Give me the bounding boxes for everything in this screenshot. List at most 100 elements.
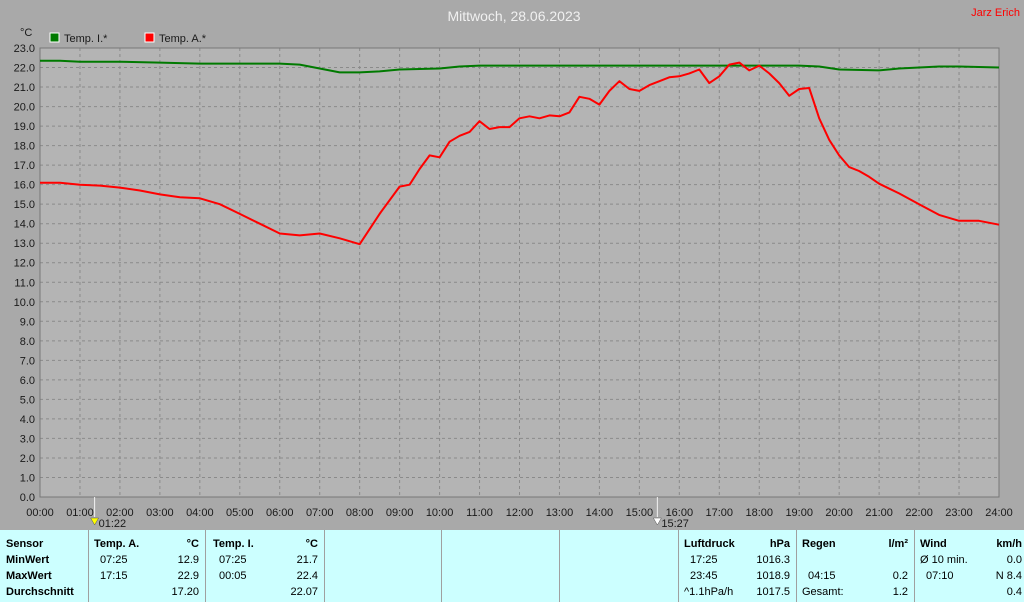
rain-max-value: 0.2	[892, 570, 908, 582]
wind-header: Wind	[920, 538, 947, 550]
sunrise-icon	[90, 517, 100, 526]
pressure-max-value: 1018.9	[756, 570, 790, 582]
x-tick-label: 02:00	[106, 507, 134, 519]
y-tick-label: 23.0	[14, 43, 35, 55]
time-markers: 01:22 15:27	[90, 497, 689, 530]
pressure-min-time: 17:25	[690, 554, 718, 566]
y-tick-label: 5.0	[20, 394, 35, 406]
x-tick-label: 00:00	[26, 507, 54, 519]
x-tick-label: 17:00	[706, 507, 734, 519]
marker-label: 15:27	[661, 518, 689, 530]
y-tick-label: 6.0	[20, 375, 35, 387]
x-tick-label: 21:00	[865, 507, 893, 519]
marker-label: 01:22	[99, 518, 127, 530]
author-label: Jarz Erich	[971, 7, 1020, 19]
y-tick-label: 13.0	[14, 238, 35, 250]
wind-max-value: N 8.4	[995, 570, 1022, 582]
temp-i-max-time: 00:05	[219, 570, 247, 582]
legend-label-temp-inside: Temp. I.*	[64, 33, 108, 45]
wind-min-value: 0.0	[1006, 554, 1022, 566]
y-tick-label: 12.0	[14, 258, 35, 270]
sunset-icon	[652, 517, 662, 526]
x-tick-label: 10:00	[426, 507, 454, 519]
temp-i-unit: °C	[305, 538, 318, 550]
empty-column-2	[441, 530, 560, 602]
chart-series	[40, 59, 1000, 246]
y-tick-label: 9.0	[20, 316, 35, 328]
temp-i-min-value: 21.7	[296, 554, 318, 566]
row-label-min: MinWert	[6, 554, 50, 566]
temp-i-column: Temp. I. °C 07:25 21.7 00:05 22.4 22.07	[205, 530, 325, 602]
x-tick-label: 04:00	[186, 507, 214, 519]
x-tick-label: 05:00	[226, 507, 254, 519]
pressure-unit: hPa	[769, 538, 790, 550]
plot-border	[39, 47, 1000, 498]
y-tick-label: 0.0	[20, 492, 35, 504]
temp-i-average: 22.07	[290, 586, 318, 598]
legend-swatch-temp-inside	[49, 32, 60, 43]
rain-max-time: 04:15	[808, 570, 836, 582]
y-tick-label: 4.0	[20, 414, 35, 426]
y-tick-label: 1.0	[20, 472, 35, 484]
pressure-column: Luftdruck hPa 17:25 1016.3 23:45 1018.9 …	[678, 530, 797, 602]
x-tick-label: 18:00	[745, 507, 773, 519]
x-tick-label: 14:00	[586, 507, 614, 519]
y-tick-label: 11.0	[14, 277, 35, 289]
y-axis-unit: °C	[20, 27, 32, 39]
pressure-min-value: 1016.3	[756, 554, 790, 566]
x-tick-label: 09:00	[386, 507, 414, 519]
legend-swatch-temp-outside	[144, 32, 155, 43]
series-line-temp-outside	[40, 61, 1000, 246]
temp-a-unit: °C	[186, 538, 199, 550]
temp-a-max-time: 17:15	[100, 570, 128, 582]
statistics-table: Sensor MinWert MaxWert Durchschnitt Temp…	[0, 530, 1024, 602]
row-label-max: MaxWert	[6, 570, 52, 582]
temp-a-column: Temp. A. °C 07:25 12.9 17:15 22.9 17.20	[88, 530, 206, 602]
y-axis: 0.0 1.0 2.0 3.0 4.0 5.0 6.0 7.0 8.0 9.0 10.0 11.0 12…	[14, 43, 35, 504]
x-tick-label: 07:00	[306, 507, 334, 519]
temp-a-min-value: 12.9	[177, 554, 199, 566]
x-axis: 00:00 01:00 02:00 03:00 04:00 05:00 06:00 07:00…	[26, 507, 1013, 519]
pressure-max-time: 23:45	[690, 570, 718, 582]
y-tick-label: 3.0	[20, 433, 35, 445]
series-line-temp-inside	[40, 59, 1000, 74]
y-tick-label: 10.0	[14, 297, 35, 309]
wind-column: Wind km/h Ø 10 min. 0.0 07:10 N 8.4 0.4	[914, 530, 1024, 602]
legend: Temp. I.* Temp. A.*	[49, 32, 207, 45]
x-tick-label: 13:00	[546, 507, 574, 519]
y-tick-label: 2.0	[20, 453, 35, 465]
temp-a-average: 17.20	[171, 586, 199, 598]
row-label-avg: Durchschnitt	[6, 586, 74, 598]
wind-max-time: 07:10	[926, 570, 954, 582]
legend-label-temp-outside: Temp. A.*	[159, 33, 207, 45]
rain-total-label: Gesamt:	[802, 586, 844, 598]
y-tick-label: 15.0	[14, 199, 35, 211]
pressure-trend: ^1.1hPa/h	[684, 586, 734, 598]
y-tick-label: 18.0	[14, 141, 35, 153]
wind-unit: km/h	[996, 538, 1022, 550]
pressure-average: 1017.5	[756, 586, 790, 598]
y-tick-label: 7.0	[20, 355, 35, 367]
wind-min-label: Ø 10 min.	[920, 554, 968, 566]
x-tick-label: 01:00	[66, 507, 94, 519]
x-tick-label: 12:00	[506, 507, 534, 519]
rain-column: Regen l/m² 04:15 0.2 Gesamt: 1.2	[796, 530, 915, 602]
empty-column-1	[324, 530, 442, 602]
sensor-header: Sensor	[6, 538, 44, 550]
temp-i-min-time: 07:25	[219, 554, 247, 566]
x-tick-label: 24:00	[985, 507, 1013, 519]
y-tick-label: 22.0	[14, 63, 35, 75]
pressure-header: Luftdruck	[684, 538, 735, 550]
temp-a-header: Temp. A.	[94, 538, 140, 550]
rain-total: 1.2	[892, 586, 908, 598]
empty-column-3	[559, 530, 679, 602]
x-tick-label: 16:00	[666, 507, 694, 519]
chart-title: Mittwoch, 28.06.2023	[447, 8, 580, 24]
rain-header: Regen	[802, 538, 836, 550]
rain-unit: l/m²	[888, 538, 908, 550]
x-tick-label: 22:00	[905, 507, 933, 519]
chart-grid	[40, 48, 999, 497]
x-tick-label: 11:00	[466, 507, 493, 519]
temp-i-max-value: 22.4	[296, 570, 318, 582]
y-tick-label: 21.0	[14, 82, 35, 94]
